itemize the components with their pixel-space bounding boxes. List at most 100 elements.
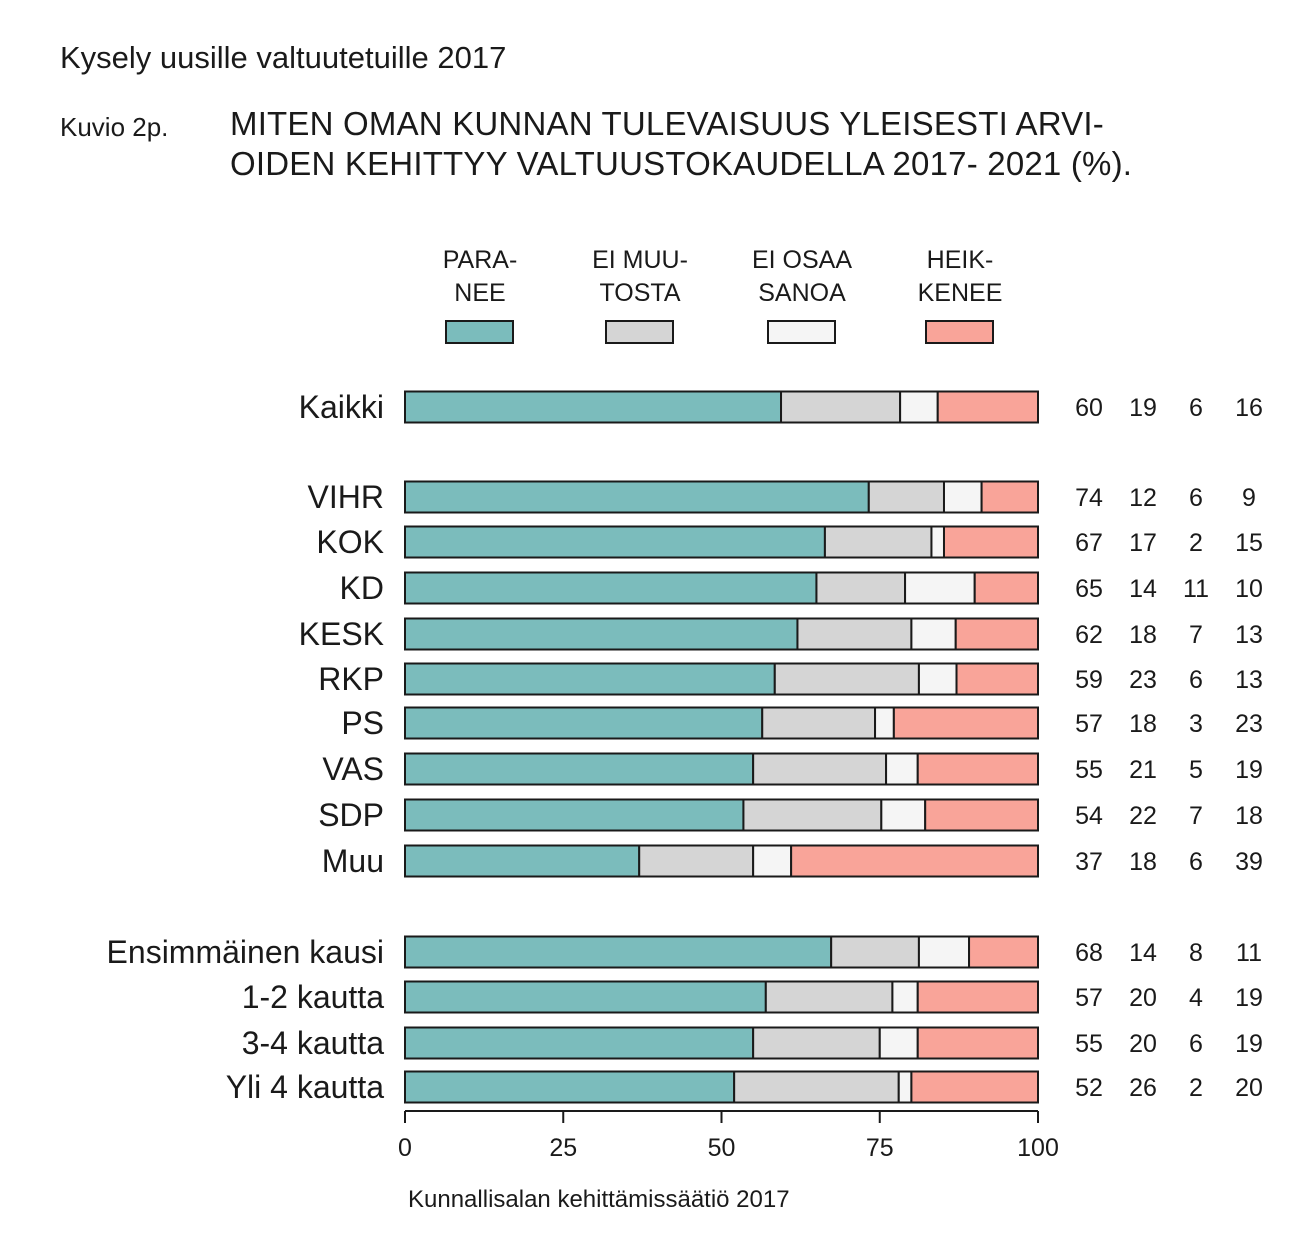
value-label: 20: [1129, 984, 1157, 1012]
bar-segment: [892, 706, 1040, 740]
source-note: Kunnallisalan kehittämissäätiö 2017: [408, 1186, 790, 1213]
legend-swatch: [925, 320, 994, 344]
value-label: 68: [1075, 939, 1103, 967]
x-tick-label: 100: [1017, 1134, 1059, 1162]
value-label: 55: [1075, 756, 1103, 784]
bar-segment: [404, 1026, 755, 1060]
value-label: 20: [1235, 1074, 1263, 1102]
row-label: VIHR: [308, 479, 384, 515]
value-label: 39: [1235, 848, 1263, 876]
value-label: 11: [1183, 575, 1209, 603]
value-label: 6: [1189, 484, 1203, 512]
bar-segment: [764, 980, 894, 1014]
bar-segment: [878, 1026, 919, 1060]
legend-label: PARA-: [443, 246, 518, 274]
value-label: 9: [1242, 484, 1256, 512]
bar-segment: [891, 980, 919, 1014]
bar-segment: [752, 752, 888, 786]
bar-segment: [874, 706, 895, 740]
value-label: 57: [1075, 984, 1103, 1012]
row-label: KOK: [316, 524, 384, 560]
value-label: 19: [1129, 394, 1157, 422]
bar-segment: [742, 798, 883, 832]
value-label: 15: [1235, 529, 1263, 557]
figure-label: Kuvio 2p.: [60, 112, 169, 142]
value-label: 52: [1075, 1074, 1103, 1102]
legend-label: NEE: [454, 279, 505, 307]
value-label: 6: [1189, 666, 1203, 694]
bar-segment: [936, 390, 1040, 424]
legend-label: SANOA: [758, 279, 846, 307]
value-label: 18: [1235, 802, 1263, 830]
value-label: 54: [1075, 802, 1103, 830]
x-tick-label: 75: [866, 1134, 894, 1162]
bar-segment: [761, 706, 877, 740]
bar-segment: [897, 1070, 913, 1104]
value-label: 60: [1075, 394, 1103, 422]
bar-segment: [916, 752, 1039, 786]
bar-segment: [404, 571, 818, 605]
legend-label: KENEE: [918, 279, 1003, 307]
bar-segment: [830, 935, 920, 969]
value-label: 23: [1129, 666, 1157, 694]
value-label: 14: [1129, 939, 1157, 967]
bar-segment: [733, 1070, 900, 1104]
value-label: 57: [1075, 710, 1103, 738]
bar-segment: [968, 935, 1039, 969]
value-label: 65: [1075, 575, 1103, 603]
value-label: 7: [1189, 802, 1203, 830]
bar-segment: [404, 1070, 736, 1104]
bar-segment: [899, 390, 939, 424]
bar-segment: [910, 1070, 1040, 1104]
value-label: 6: [1189, 1030, 1203, 1058]
bar-segment: [752, 844, 793, 878]
value-label: 7: [1189, 621, 1203, 649]
row-label: Ensimmäinen kausi: [107, 934, 384, 970]
value-label: 19: [1235, 1030, 1263, 1058]
bar-segment: [942, 525, 1040, 559]
legend-label: TOSTA: [599, 279, 680, 307]
legend-swatch: [605, 320, 674, 344]
value-label: 18: [1129, 848, 1157, 876]
bar-segment: [930, 525, 945, 559]
value-label: 23: [1235, 710, 1263, 738]
value-label: 18: [1129, 710, 1157, 738]
value-label: 17: [1129, 529, 1157, 557]
value-label: 37: [1075, 848, 1103, 876]
chart-title-line-2: OIDEN KEHITTYY VALTUUSTOKAUDELLA 2017- 2…: [230, 145, 1133, 182]
value-label: 62: [1075, 621, 1103, 649]
bar-segment: [404, 525, 826, 559]
bar-segment: [980, 480, 1039, 514]
chart-title-line-1: MITEN OMAN KUNNAN TULEVAISUUS YLEISESTI …: [230, 105, 1104, 142]
row-label: 1-2 kautta: [242, 979, 385, 1015]
row-label: 3-4 kautta: [242, 1025, 385, 1061]
value-label: 10: [1235, 575, 1263, 603]
bar-segment: [867, 480, 945, 514]
bar-segment: [404, 844, 641, 878]
value-label: 6: [1189, 394, 1203, 422]
row-label: KD: [340, 570, 384, 606]
value-label: 8: [1189, 939, 1203, 967]
bar-segment: [904, 571, 976, 605]
bar-segment: [404, 480, 870, 514]
value-label: 5: [1189, 756, 1203, 784]
suptitle: Kysely uusille valtuutetuille 2017: [60, 40, 507, 75]
bar-segment: [752, 1026, 881, 1060]
value-label: 6: [1189, 848, 1203, 876]
value-label: 3: [1189, 710, 1203, 738]
bar-segment: [404, 935, 833, 969]
value-label: 21: [1129, 756, 1157, 784]
row-label: Kaikki: [299, 389, 384, 425]
row-label: RKP: [318, 661, 384, 697]
value-label: 18: [1129, 621, 1157, 649]
bar-segment: [910, 617, 957, 651]
value-label: 13: [1235, 621, 1263, 649]
bar-segment: [404, 617, 799, 651]
value-label: 55: [1075, 1030, 1103, 1058]
row-label: KESK: [299, 616, 384, 652]
bar-segment: [780, 390, 902, 424]
bar-segment: [404, 390, 783, 424]
legend-swatch: [767, 320, 836, 344]
x-tick-label: 0: [398, 1134, 412, 1162]
row-label: Yli 4 kautta: [226, 1069, 385, 1105]
